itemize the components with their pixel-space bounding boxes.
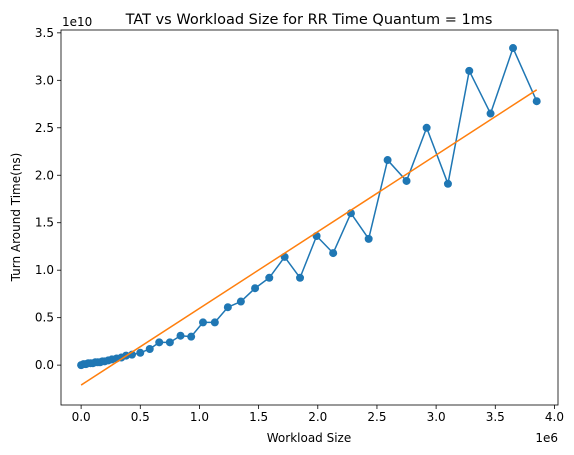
series-1-point [486,109,495,118]
x-tick-label: 2.5 [367,410,386,424]
series-1-point [296,273,305,282]
y-tick-label: 1.0 [35,263,54,277]
series-1-point [199,318,207,327]
series-1-point [136,348,145,357]
series-1-point [187,332,196,341]
series-1-point [145,344,154,353]
y-axis-label: Turn Around Time(ns) [9,153,23,283]
y-tick-label: 2.0 [35,168,54,182]
series-1-point [165,338,174,347]
y-offset-label: 1e10 [62,15,92,29]
series-2-line [80,89,538,386]
series-1-point [465,66,474,75]
y-tick-label: 2.5 [35,121,54,135]
x-tick-label: 3.5 [486,410,505,424]
series-1-point [251,284,260,293]
y-tick-label: 0.0 [35,358,54,372]
series-1-point [402,176,411,185]
series-1-point [532,97,541,106]
y-tick-label: 1.5 [35,216,54,230]
chart-title: TAT vs Workload Size for RR Time Quantum… [125,12,493,28]
x-offset-label: 1e6 [535,431,558,445]
series-1-point [236,297,245,306]
plot-area: 0.0 0.5 1.0 1.5 2.0 2.5 3.0 3.5 4.0 0.0 0.5 1.0 1.5 2… [35,26,564,424]
series-1-point [176,331,185,340]
y-tick-label: 3.5 [35,26,54,40]
y-tick-label: 0.5 [35,311,54,325]
x-tick-label: 0.5 [131,410,150,424]
series-1-point [329,249,338,258]
series-1-point [155,338,164,347]
series-1-point [364,234,373,243]
x-tick-label: 1.0 [190,410,209,424]
series-1-point [422,123,431,132]
series-1-point [210,318,219,327]
x-tick-label: 2.0 [308,410,327,424]
axes-frame [60,29,559,406]
series-1-point [265,273,274,282]
x-tick-label: 3.0 [427,410,446,424]
x-tick-label: 4.0 [545,410,564,424]
series-1-point [509,44,518,53]
series-1-point [383,156,392,165]
x-tick-label: 0.0 [72,410,91,424]
series-1-point [443,179,452,188]
series-1-point [223,303,232,312]
x-tick-label: 1.5 [249,410,268,424]
y-tick-label: 3.0 [35,73,54,87]
x-axis-label: Workload Size [267,431,351,445]
